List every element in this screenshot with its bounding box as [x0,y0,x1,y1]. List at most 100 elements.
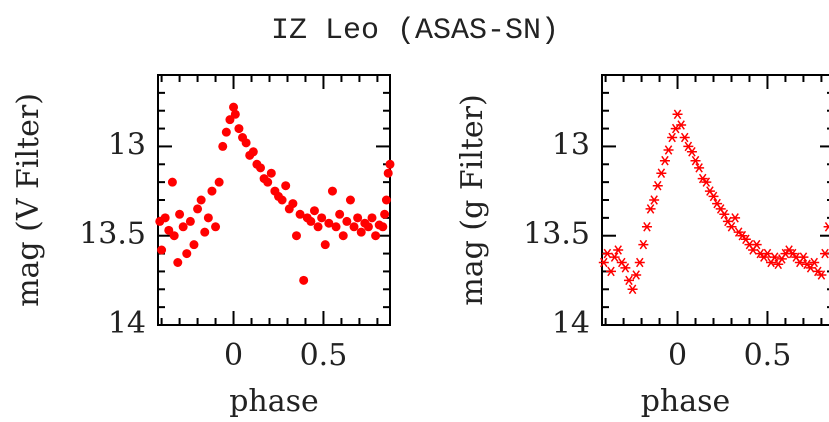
data-point [715,204,726,214]
data-point [663,145,674,155]
x-tick-label: 0 [668,338,687,373]
data-point [649,195,660,205]
data-point [200,227,210,237]
data-point [609,252,620,262]
data-point [730,213,741,223]
data-point [241,138,251,148]
data-point [383,168,393,178]
y-tick-label: 14 [108,306,146,341]
data-point [751,239,762,250]
data-point [672,109,683,120]
data-point [367,213,377,223]
x-tick-label: 0.5 [300,338,348,373]
data-point [356,227,366,237]
data-point [634,257,645,268]
data-point [281,181,291,191]
data-point [175,209,185,219]
data-point [381,195,391,205]
data-point [295,209,305,219]
data-point [380,209,390,219]
data-point [378,222,388,232]
data-point [263,177,273,187]
data-point [317,213,327,223]
data-point [652,180,663,191]
data-point [173,258,183,267]
data-point [641,221,652,232]
data-point [627,284,638,295]
data-point [719,209,730,220]
x-axis-label: phase [641,384,731,419]
data-point [704,186,715,196]
data-point [676,120,687,130]
data-point [178,222,188,232]
data-point [189,240,199,250]
data-point [762,248,773,259]
data-point [631,270,642,280]
data-point [169,231,179,241]
y-tick-label: 13.5 [79,217,146,252]
data-point [794,257,805,268]
data-point [338,231,348,241]
data-point [683,141,694,152]
data-point [659,155,670,166]
plot-frame [157,74,391,326]
data-point [327,186,337,196]
data-point [371,231,381,241]
data-point [686,146,697,157]
data-point [598,257,609,268]
data-point [277,195,287,205]
data-point [623,275,634,286]
data-point [726,221,737,232]
x-tick-label: 0.5 [744,338,792,373]
data-point [645,204,656,214]
data-point [667,132,678,143]
data-point [638,239,649,250]
data-point [701,177,712,187]
data-point [185,216,195,226]
data-point [353,213,363,223]
data-point [694,163,705,173]
data-point [324,218,334,228]
data-point [656,168,667,179]
data-point [385,159,395,169]
data-point [229,102,239,112]
data-point [207,186,217,196]
data-point [193,204,203,214]
data-point [342,216,352,226]
data-point [211,222,221,232]
data-point [335,209,345,219]
data-point [167,177,177,187]
x-axis-label: phase [229,384,319,419]
y-axis-label: mag (g Filter) [455,94,490,305]
data-point [299,275,309,285]
chart-title: IZ Leo (ASAS-SN) [271,14,559,48]
y-axis-label: mag (V Filter) [11,93,46,307]
data-point [708,191,719,202]
data-point [331,222,341,232]
data-point [218,141,228,151]
data-point [234,124,244,134]
data-point [766,257,777,268]
data-point [613,245,624,255]
data-point [256,163,266,173]
data-point [820,248,829,259]
x-tick-label: 0 [224,338,243,373]
data-point [605,266,616,277]
data-point [616,257,627,268]
data-point [363,222,373,232]
data-point [816,270,827,280]
data-point [182,249,192,259]
y-tick-label: 13 [552,127,590,162]
data-point [291,231,301,241]
data-point [196,195,206,205]
data-point [620,263,631,273]
data-point [823,221,829,232]
data-point [248,147,258,157]
data-point [309,206,319,216]
data-point [798,252,809,262]
data-point [266,168,276,178]
y-tick-label: 14 [552,306,590,341]
data-point [157,245,167,255]
data-point [345,195,355,205]
